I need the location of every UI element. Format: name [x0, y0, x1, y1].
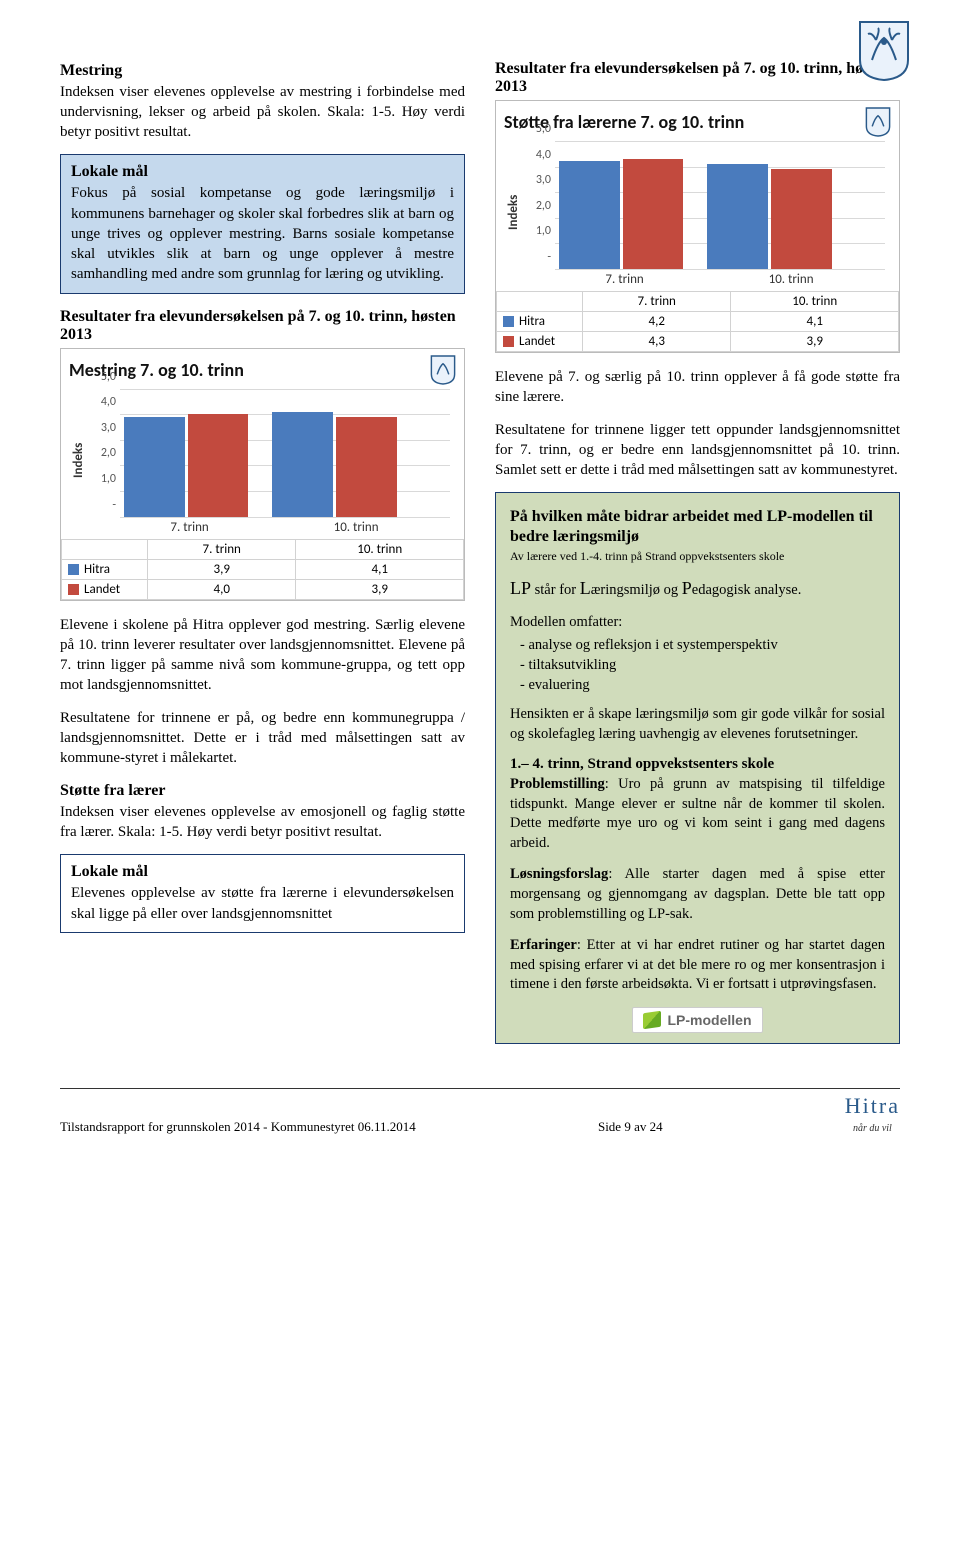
lokale2-title: Lokale mål: [71, 863, 454, 881]
case-title: 1.– 4. trinn, Strand oppvekstsenters sko…: [510, 756, 885, 773]
y-tick: 1,0: [536, 224, 551, 238]
footer-right: Side 9 av 24: [598, 1119, 663, 1135]
stotte-block: Støtte fra lærer Indeksen viser elevenes…: [60, 780, 465, 842]
mestring-title: Mestring: [60, 62, 122, 79]
para-elevene2: Elevene på 7. og særlig på 10. trinn opp…: [495, 367, 900, 408]
lokale-mal-box-1: Lokale mål Fokus på sosial kompetanse og…: [60, 154, 465, 293]
page-footer: Tilstandsrapport for grunnskolen 2014 - …: [60, 1088, 900, 1135]
y-tick: -: [547, 250, 551, 264]
lp-cube-icon: [643, 1011, 661, 1030]
res1-title: Resultater fra elevundersøkelsen på 7. o…: [60, 308, 465, 344]
res2-title: Resultater fra elevundersøkelsen på 7. o…: [495, 60, 900, 96]
lokale1-title: Lokale mål: [71, 163, 454, 181]
green-hensikt: Hensikten er å skape læringsmiljø som gi…: [510, 705, 885, 744]
y-tick: 5,0: [101, 370, 116, 384]
y-tick: -: [112, 498, 116, 512]
para-resultat: Resultatene for trinnene er på, og bedre…: [60, 708, 465, 769]
right-column: Resultater fra elevundersøkelsen på 7. o…: [495, 60, 900, 1058]
y-tick: 4,0: [536, 148, 551, 162]
bar: [336, 417, 397, 517]
y-tick: 3,0: [536, 173, 551, 187]
crest-icon: [430, 355, 456, 385]
category-label: 10. trinn: [334, 520, 379, 535]
category-label: 7. trinn: [170, 520, 208, 535]
chart2-ylabel: Indeks: [504, 137, 521, 287]
category-label: 7. trinn: [605, 272, 643, 287]
problemstilling: Problemstilling: Uro på grunn av matspis…: [510, 775, 885, 853]
bar: [771, 169, 832, 269]
bar: [124, 417, 185, 517]
mestring-text: Indeksen viser elevenes opplevelse av me…: [60, 84, 465, 141]
list-item: tiltaksutvikling: [510, 656, 885, 676]
losningsforslag: Løsningsforslag: Alle starter dagen med …: [510, 865, 885, 924]
erfaringer: Erfaringer: Etter at vi har endret rutin…: [510, 936, 885, 995]
footer-logo: Hitra når du vil: [845, 1093, 900, 1135]
bar: [707, 164, 768, 269]
y-tick: 2,0: [101, 446, 116, 460]
bar: [623, 159, 684, 269]
lokale2-text: Elevenes opplevelse av støtte fra lærern…: [71, 883, 454, 924]
y-tick: 4,0: [101, 395, 116, 409]
y-tick: 5,0: [536, 122, 551, 136]
crest-logo: [858, 20, 910, 82]
green-info-box: På hvilken måte bidrar arbeidet med LP-m…: [495, 492, 900, 1044]
lp-intro: LP står for Læringsmiljø og Pedagogisk a…: [510, 576, 885, 601]
y-tick: 2,0: [536, 199, 551, 213]
list-item: analyse og refleksjon i et systemperspek…: [510, 636, 885, 656]
green-heading: På hvilken måte bidrar arbeidet med LP-m…: [510, 507, 885, 547]
modellen-label: Modellen omfatter:: [510, 613, 885, 633]
mestring-block: Mestring Indeksen viser elevenes oppleve…: [60, 60, 465, 142]
para-elevene: Elevene i skolene på Hitra opplever god …: [60, 615, 465, 696]
chart-stotte: Støtte fra lærerne 7. og 10. trinn Indek…: [495, 100, 900, 353]
chart-mestring: Mestring 7. og 10. trinn Indeks 5,0 4,0 3,…: [60, 348, 465, 601]
left-column: Mestring Indeksen viser elevenes oppleve…: [60, 60, 465, 1058]
green-bullets: analyse og refleksjon i et systemperspek…: [510, 636, 885, 695]
crest-icon: [865, 107, 891, 137]
bar: [559, 161, 620, 269]
chart1-title: Mestring 7. og 10. trinn: [69, 359, 244, 381]
footer-left: Tilstandsrapport for grunnskolen 2014 - …: [60, 1119, 416, 1135]
category-label: 10. trinn: [769, 272, 814, 287]
list-item: evaluering: [510, 676, 885, 696]
y-tick: 1,0: [101, 472, 116, 486]
lp-modellen-badge: LP-modellen: [632, 1007, 762, 1033]
bar: [272, 412, 333, 517]
green-byline: Av lærere ved 1.-4. trinn på Strand oppv…: [510, 549, 885, 564]
lokale1-text: Fokus på sosial kompetanse og gode lærin…: [71, 183, 454, 284]
stotte-title: Støtte fra lærer: [60, 782, 165, 799]
stotte-text: Indeksen viser elevenes opplevelse av em…: [60, 804, 465, 840]
bar: [188, 414, 249, 516]
para-resultat2: Resultatene for trinnene ligger tett opp…: [495, 420, 900, 481]
chart1-ylabel: Indeks: [69, 385, 86, 535]
y-tick: 3,0: [101, 421, 116, 435]
chart2-table: 7. trinn10. trinnHitra4,24,1Landet4,33,9: [496, 291, 899, 352]
lokale-mal-box-2: Lokale mål Elevenes opplevelse av støtte…: [60, 854, 465, 933]
chart1-table: 7. trinn10. trinnHitra3,94,1Landet4,03,9: [61, 539, 464, 600]
